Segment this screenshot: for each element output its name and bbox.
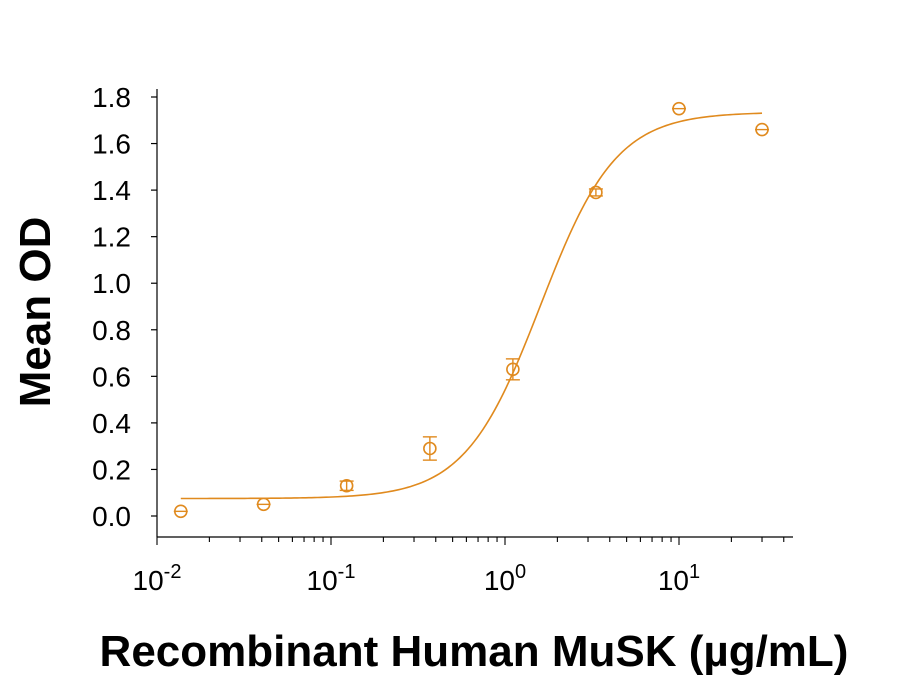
- x-tick-label: 10-2: [133, 561, 182, 596]
- y-tick-label: 0.2: [92, 454, 131, 485]
- y-tick-label: 1.4: [92, 175, 131, 206]
- fit-curve: [180, 112, 763, 500]
- y-tick-label: 1.8: [92, 82, 131, 113]
- y-tick-label: 1.6: [92, 129, 131, 160]
- y-tick-label: 0.4: [92, 408, 131, 439]
- y-axis-label: Mean OD: [11, 217, 60, 408]
- data-point: [256, 497, 271, 512]
- y-tick-label: 0.6: [92, 361, 131, 392]
- data-points: [173, 101, 770, 519]
- y-tick-label: 1.0: [92, 268, 131, 299]
- data-point: [672, 101, 686, 116]
- ticks: 0.0 0.2 0.4 0.6 0.8 1.0 1.2 1.4 1.6 1.8 10-2 10-1 10…: [92, 82, 785, 596]
- y-tick-label: 0.8: [92, 315, 131, 346]
- data-point: [173, 504, 188, 519]
- x-axis-label: Recombinant Human MuSK (µg/mL): [100, 627, 849, 676]
- y-tick-label: 1.2: [92, 222, 131, 253]
- data-point: [506, 362, 520, 377]
- data-point: [423, 441, 437, 456]
- data-point: [755, 122, 769, 137]
- fit-curve-layer: [180, 112, 763, 500]
- data-point: [339, 478, 354, 493]
- x-tick-label: 100: [484, 561, 526, 596]
- data-point: [589, 185, 603, 200]
- axes: [156, 89, 793, 538]
- x-tick-label: 101: [658, 561, 700, 596]
- y-tick-label: 0.0: [92, 501, 131, 532]
- x-tick-label: 10-1: [307, 561, 356, 596]
